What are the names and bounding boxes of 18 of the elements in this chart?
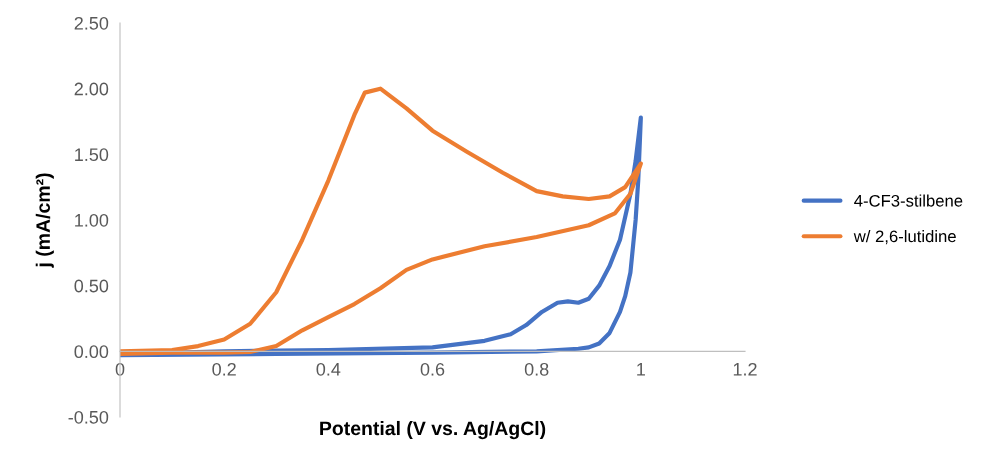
x-tick-label: 0.4	[316, 362, 341, 376]
y-tick-label: -0.50	[68, 410, 109, 424]
y-tick-label: 2.50	[74, 16, 109, 30]
x-tick-label: 0.8	[524, 362, 549, 376]
x-tick-label: 0.2	[212, 362, 236, 376]
legend-label: w/ 2,6-lutidine	[853, 230, 956, 245]
x-tick-label: 1.2	[733, 362, 757, 376]
y-tick-label: 0.50	[74, 279, 109, 293]
y-tick-label: 2.00	[74, 82, 109, 96]
y-tick-label: 0.00	[74, 345, 109, 359]
x-tick-label: 0	[115, 362, 125, 376]
y-tick-label: 1.50	[75, 148, 109, 162]
legend-label: 4-CF3-stilbene	[854, 194, 963, 207]
y-axis-title: j (mA/cm²)	[35, 173, 54, 268]
x-tick-label: 1	[637, 363, 645, 376]
y-tick-label: 1.00	[75, 213, 109, 227]
x-axis-title: Potential (V vs. Ag/AgCl)	[320, 420, 546, 440]
x-tick-label: 0.6	[420, 362, 445, 376]
